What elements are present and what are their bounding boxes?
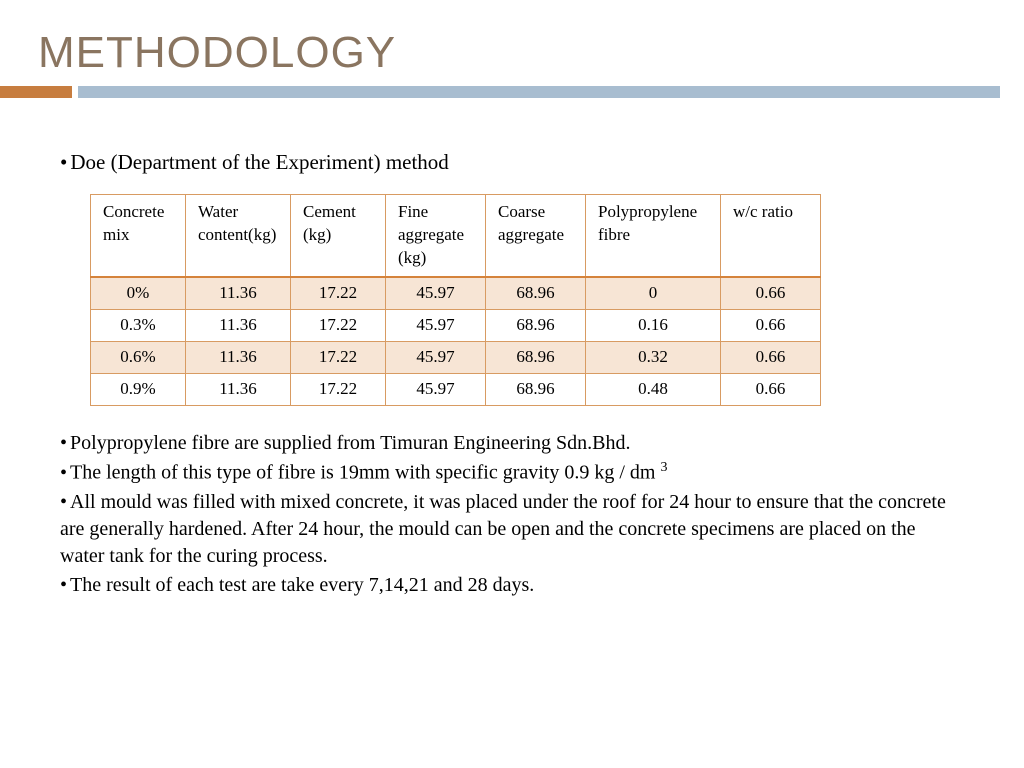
note-item: Polypropylene fibre are supplied from Ti… (60, 430, 964, 457)
superscript: 3 (660, 460, 667, 475)
notes-list: Polypropylene fibre are supplied from Ti… (60, 430, 964, 599)
table-cell: 0.66 (721, 277, 821, 309)
table-cell: 0.3% (91, 310, 186, 342)
note-item: The length of this type of fibre is 19mm… (60, 459, 964, 487)
divider-bar (78, 86, 1000, 98)
note-item: All mould was filled with mixed concrete… (60, 489, 964, 570)
table-cell: 0% (91, 277, 186, 309)
table-header-cell: Cement (kg) (291, 195, 386, 277)
table-cell: 11.36 (186, 373, 291, 405)
data-table: Concrete mixWater content(kg)Cement (kg)… (90, 194, 821, 406)
table-header-cell: Coarse aggregate (486, 195, 586, 277)
table-cell: 0 (586, 277, 721, 309)
table-row: 0.3%11.3617.2245.9768.960.160.66 (91, 310, 821, 342)
table-header-cell: Concrete mix (91, 195, 186, 277)
table-cell: 17.22 (291, 277, 386, 309)
table-header-cell: w/c ratio (721, 195, 821, 277)
title-divider (0, 86, 1024, 98)
table-cell: 68.96 (486, 342, 586, 374)
table-row: 0.6%11.3617.2245.9768.960.320.66 (91, 342, 821, 374)
table-cell: 68.96 (486, 310, 586, 342)
table-cell: 0.66 (721, 310, 821, 342)
table-cell: 0.9% (91, 373, 186, 405)
table-cell: 68.96 (486, 373, 586, 405)
table-cell: 17.22 (291, 310, 386, 342)
table-cell: 45.97 (386, 310, 486, 342)
table-row: 0%11.3617.2245.9768.9600.66 (91, 277, 821, 309)
table-cell: 11.36 (186, 310, 291, 342)
table-cell: 45.97 (386, 342, 486, 374)
table-cell: 11.36 (186, 277, 291, 309)
table-cell: 45.97 (386, 277, 486, 309)
table-cell: 17.22 (291, 342, 386, 374)
table-cell: 0.66 (721, 342, 821, 374)
table-header-cell: Polypropylene fibre (586, 195, 721, 277)
table-header-cell: Water content(kg) (186, 195, 291, 277)
table-cell: 17.22 (291, 373, 386, 405)
table-header-row: Concrete mixWater content(kg)Cement (kg)… (91, 195, 821, 277)
table-cell: 0.32 (586, 342, 721, 374)
note-item: The result of each test are take every 7… (60, 572, 964, 599)
table-cell: 45.97 (386, 373, 486, 405)
table-cell: 0.48 (586, 373, 721, 405)
table-cell: 0.16 (586, 310, 721, 342)
table-cell: 0.6% (91, 342, 186, 374)
table-cell: 0.66 (721, 373, 821, 405)
table-row: 0.9%11.3617.2245.9768.960.480.66 (91, 373, 821, 405)
divider-accent (0, 86, 72, 98)
slide-content: Doe (Department of the Experiment) metho… (0, 98, 1024, 599)
table-cell: 11.36 (186, 342, 291, 374)
table-cell: 68.96 (486, 277, 586, 309)
subtitle: Doe (Department of the Experiment) metho… (60, 148, 964, 176)
table-header-cell: Fine aggregate (kg) (386, 195, 486, 277)
slide-title: METHODOLOGY (0, 0, 1024, 86)
